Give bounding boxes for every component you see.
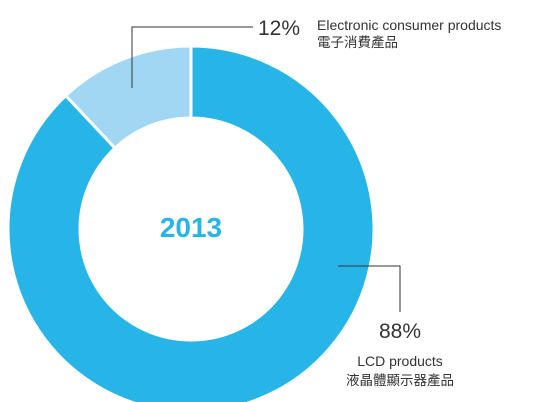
leader-line-electronics xyxy=(131,26,253,88)
electronics-label-zh: 電子消費產品 xyxy=(317,34,398,51)
slice-electronic-consumer-products xyxy=(63,44,193,151)
electronics-label-en: Electronic consumer products xyxy=(317,17,501,33)
donut-slices xyxy=(6,44,376,402)
electronics-percent-label: 12% xyxy=(258,17,300,40)
slice-lcd-products xyxy=(6,44,376,402)
center-year-label: 2013 xyxy=(160,212,222,243)
lcd-label-zh: 液晶體顯示器產品 xyxy=(346,372,454,389)
leader-line-lcd xyxy=(338,265,401,312)
lcd-label-en: LCD products xyxy=(357,353,443,369)
lcd-percent-label: 88% xyxy=(379,320,421,343)
